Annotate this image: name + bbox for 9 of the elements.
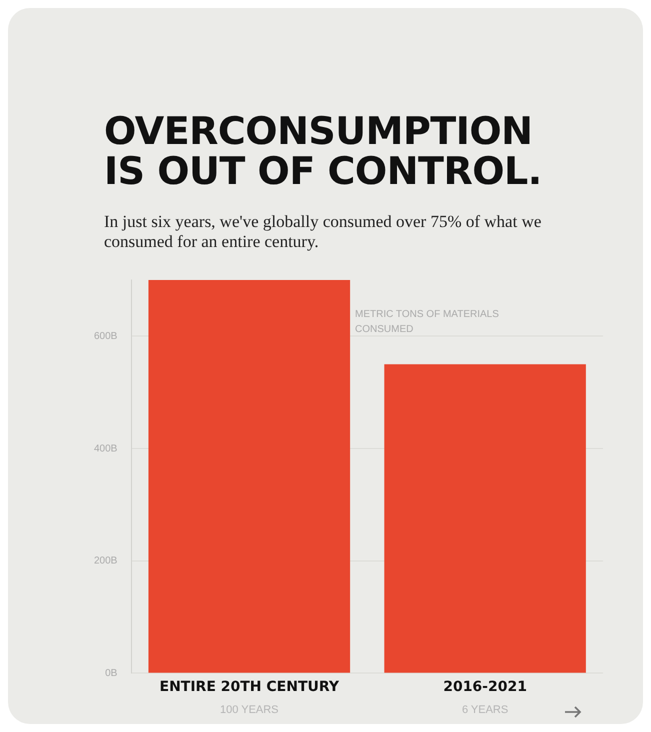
- y-tick-label: 400B: [94, 443, 118, 454]
- y-tick-label: 600B: [94, 330, 118, 342]
- x-tick-label: ENTIRE 20TH CENTURY: [160, 679, 340, 696]
- y-tick-label: 0B: [105, 668, 118, 679]
- chart-title: OVERCONSUMPTION IS OUT OF CONTROL.: [104, 109, 543, 193]
- y-axis-title: METRIC TONS OF MATERIALS CONSUMED: [355, 308, 500, 337]
- x-tick-label: 2016-2021: [443, 679, 527, 696]
- y-tick-label: 200B: [94, 556, 118, 567]
- chart-subtitle: In just six years, we've globally consumed over 75% of what we consumed for an entire century.: [104, 212, 542, 253]
